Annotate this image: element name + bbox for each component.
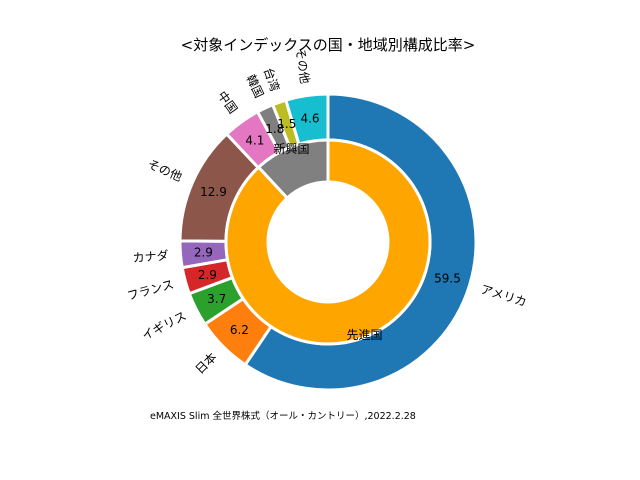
outer-value-label: 1.8	[265, 122, 284, 136]
inner-slice	[224, 138, 432, 346]
outer-category-label: 韓国	[243, 72, 266, 100]
outer-category-label: 中国	[215, 88, 241, 116]
chart-title: <対象インデックスの国・地域別構成比率>	[181, 36, 476, 54]
outer-value-label: 12.9	[200, 185, 227, 199]
outer-category-label: 台湾	[261, 66, 283, 94]
inner-ring	[224, 138, 432, 346]
outer-value-label: 2.9	[194, 245, 213, 259]
inner-category-label: 先進国	[346, 328, 382, 342]
outer-value-label: 59.5	[434, 272, 461, 286]
outer-category-label: その他	[146, 157, 185, 184]
outer-category-label: カナダ	[132, 247, 169, 265]
outer-value-label: 6.2	[230, 323, 249, 337]
outer-value-label: 1.5	[277, 117, 296, 131]
inner-category-label: 新興国	[273, 141, 309, 156]
outer-value-label: 3.7	[207, 292, 226, 306]
inner-slice	[256, 138, 330, 201]
chart-caption: eMAXIS Slim 全世界株式（オール・カントリー）,2022.2.28	[150, 410, 416, 422]
outer-value-label: 4.6	[300, 111, 319, 125]
outer-ring	[178, 92, 478, 392]
outer-category-label: 日本	[193, 350, 220, 377]
outer-category-label: その他	[293, 47, 312, 85]
outer-category-label: アメリカ	[479, 282, 528, 309]
outer-category-label: イギリス	[140, 309, 189, 343]
outer-value-label: 2.9	[198, 268, 217, 282]
outer-category-label: フランス	[126, 277, 176, 303]
outer-value-label: 4.1	[245, 134, 264, 148]
